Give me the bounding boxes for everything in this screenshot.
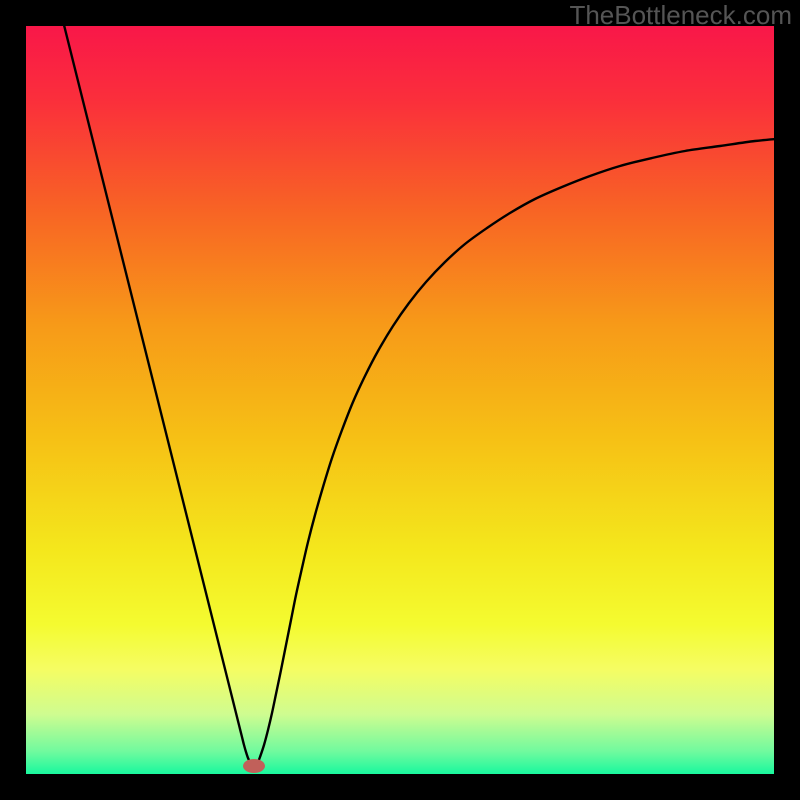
optimum-marker	[243, 759, 265, 773]
chart-frame: TheBottleneck.com	[0, 0, 800, 800]
curve-svg	[0, 0, 800, 800]
bottleneck-curve	[61, 13, 787, 766]
watermark-text: TheBottleneck.com	[569, 2, 792, 28]
